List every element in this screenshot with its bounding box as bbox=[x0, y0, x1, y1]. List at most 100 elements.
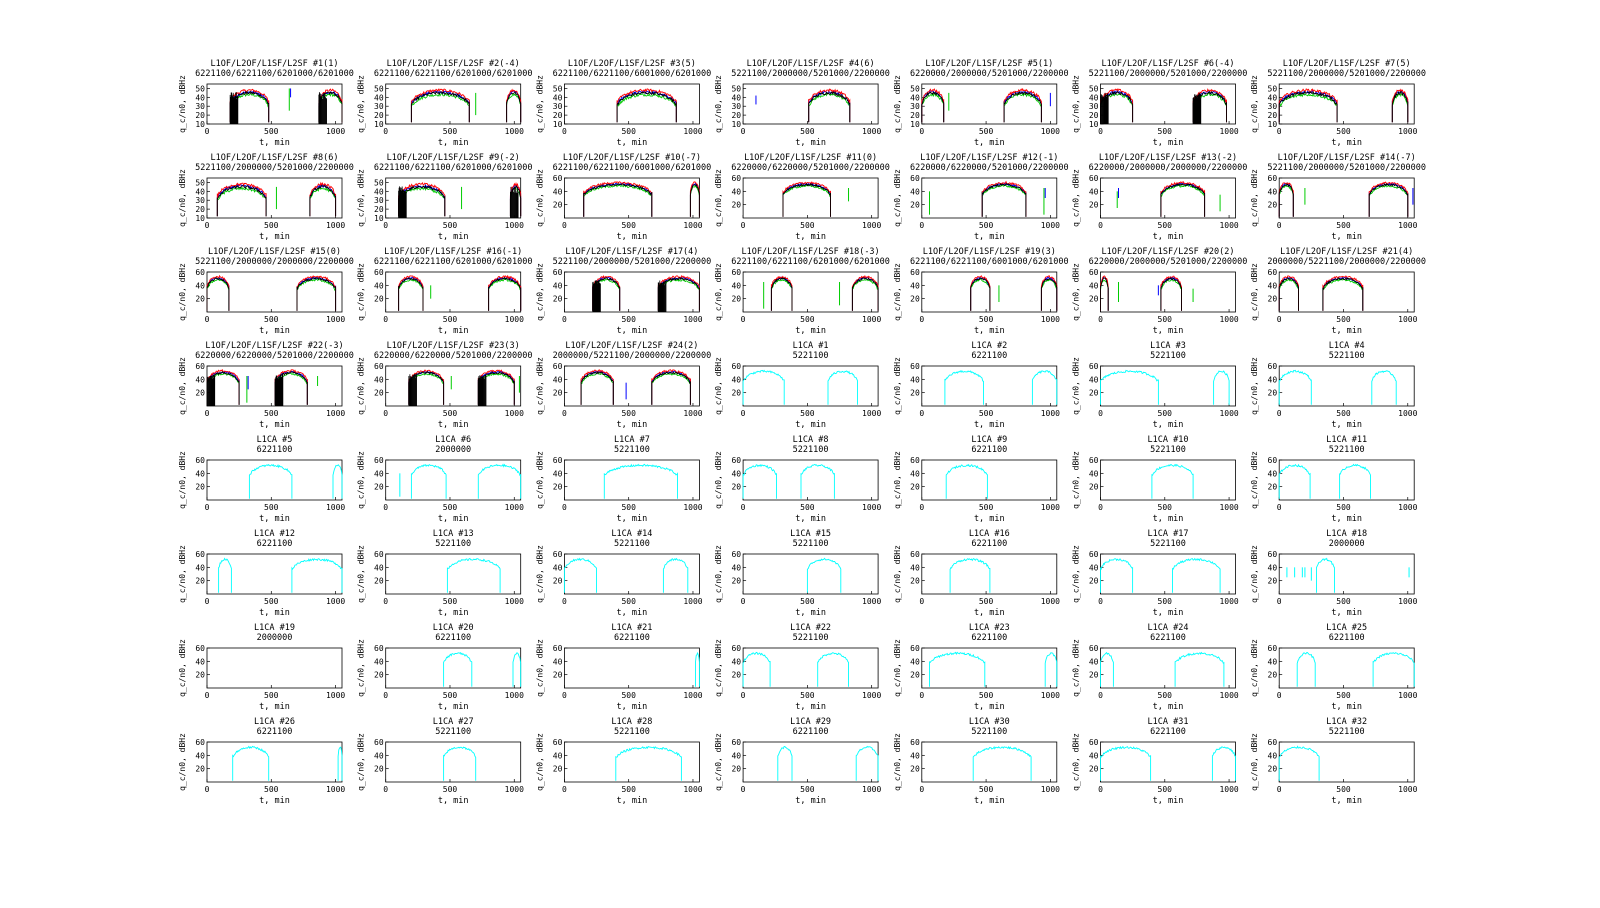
x-tick-label: 0 bbox=[1277, 315, 1282, 324]
x-axis-label: t, min bbox=[1153, 796, 1184, 806]
y-tick-label: 20 bbox=[910, 389, 920, 398]
panel-title: L1OF/L2OF/L1SF/L2SF #16(-1) bbox=[384, 247, 522, 257]
x-axis-label: t, min bbox=[1331, 326, 1362, 336]
series-line-l1ca bbox=[1278, 463, 1311, 499]
panel-subtitle: 6221100 bbox=[257, 539, 293, 549]
y-tick-label: 50 bbox=[374, 84, 384, 93]
x-tick-label: 1000 bbox=[683, 221, 702, 230]
y-tick-label: 60 bbox=[910, 738, 920, 747]
y-tick-label: 20 bbox=[731, 577, 741, 586]
y-axis-label: q_c/n0, dBHz bbox=[535, 545, 544, 603]
series-line-l2sf bbox=[970, 277, 991, 311]
y-axis-label: q_c/n0, dBHz bbox=[535, 263, 544, 321]
y-tick-label: 60 bbox=[1089, 738, 1099, 747]
x-tick-label: 1000 bbox=[1041, 597, 1060, 606]
series-line-l1ca bbox=[332, 464, 343, 499]
y-tick-label: 20 bbox=[1268, 671, 1278, 680]
x-axis-label: t, min bbox=[617, 514, 648, 524]
x-tick-label: 1000 bbox=[1219, 503, 1238, 512]
x-tick-label: 0 bbox=[1277, 127, 1282, 136]
y-tick-label: 60 bbox=[731, 738, 741, 747]
series-line-l2sf bbox=[296, 277, 337, 311]
x-tick-label: 500 bbox=[264, 785, 279, 794]
x-tick-label: 0 bbox=[205, 409, 210, 418]
panel-subtitle: 5221100/2000000/5201000/2200000 bbox=[1089, 69, 1248, 79]
y-tick-label: 50 bbox=[553, 84, 563, 93]
y-tick-label: 30 bbox=[1268, 102, 1278, 111]
panel-title: L1CA #24 bbox=[1148, 623, 1189, 633]
series-line-l1of bbox=[851, 275, 879, 311]
panel-title: L1OF/L2OF/L1SF/L2SF #2(-4) bbox=[387, 59, 520, 69]
y-tick-label: 60 bbox=[731, 550, 741, 559]
y-tick-label: 60 bbox=[1268, 738, 1278, 747]
y-tick-label: 60 bbox=[553, 174, 563, 183]
series-line-l1sf bbox=[309, 187, 337, 217]
y-tick-label: 60 bbox=[374, 268, 384, 277]
y-axis-label: q_c/n0, dBHz bbox=[893, 263, 902, 321]
x-tick-label: 500 bbox=[1336, 691, 1351, 700]
plot-frame bbox=[742, 553, 879, 595]
series-line-l1of bbox=[398, 275, 424, 311]
x-axis-label: t, min bbox=[1153, 608, 1184, 618]
panel-title: L1CA #18 bbox=[1326, 529, 1367, 539]
x-axis-label: t, min bbox=[1331, 514, 1362, 524]
x-tick-label: 500 bbox=[1158, 315, 1173, 324]
series-line-l1ca bbox=[1100, 651, 1114, 687]
x-axis-label: t, min bbox=[1153, 514, 1184, 524]
x-tick-label: 0 bbox=[1098, 691, 1103, 700]
plot-frame bbox=[742, 647, 879, 689]
y-tick-label: 20 bbox=[1089, 483, 1099, 492]
x-tick-label: 0 bbox=[919, 691, 924, 700]
panel-title: L1OF/L2OF/L1SF/L2SF #8(6) bbox=[211, 153, 339, 163]
panel-subtitle: 6221100/6221100/6201000/6201000 bbox=[195, 69, 354, 79]
y-tick-label: 20 bbox=[553, 577, 563, 586]
plot-frame bbox=[921, 647, 1058, 689]
series-line-l1ca bbox=[1278, 745, 1320, 781]
panel-title: L1CA #13 bbox=[433, 529, 474, 539]
panel-subtitle: 6221100 bbox=[1329, 633, 1365, 643]
plot-frame bbox=[385, 83, 522, 125]
panel-subtitle: 5221100 bbox=[1329, 727, 1365, 737]
x-axis-label: t, min bbox=[617, 232, 648, 242]
y-tick-label: 60 bbox=[374, 644, 384, 653]
chart-panel: L1OF/L2OF/L1SF/L2SF #13(-2)6220000/20000… bbox=[1072, 153, 1248, 242]
series-line-l2sf bbox=[216, 185, 267, 217]
plot-frame bbox=[564, 83, 700, 125]
x-tick-label: 1000 bbox=[505, 315, 524, 324]
x-tick-label: 1000 bbox=[1041, 315, 1060, 324]
y-tick-label: 60 bbox=[195, 456, 205, 465]
panel-title: L1OF/L2OF/L1SF/L2SF #1(1) bbox=[211, 59, 339, 69]
y-tick-label: 40 bbox=[910, 281, 920, 290]
y-tick-label: 20 bbox=[374, 483, 384, 492]
series-line-l1sf bbox=[1160, 278, 1182, 311]
y-tick-label: 20 bbox=[374, 765, 384, 774]
y-tick-label: 40 bbox=[195, 375, 205, 384]
y-axis-label: q_c/n0, dBHz bbox=[1072, 357, 1081, 415]
y-tick-label: 50 bbox=[195, 178, 205, 187]
x-tick-label: 500 bbox=[264, 127, 279, 136]
y-tick-label: 40 bbox=[1089, 375, 1099, 384]
panel-subtitle: 5221100 bbox=[1329, 351, 1365, 361]
x-tick-label: 1000 bbox=[326, 221, 345, 230]
series-line-l2sf bbox=[410, 90, 470, 123]
series-line-l1ca bbox=[1174, 651, 1225, 687]
panel-subtitle: 5221100/2000000/5201000/2200000 bbox=[731, 69, 890, 79]
y-tick-label: 50 bbox=[195, 84, 205, 93]
series-line-l1of bbox=[309, 181, 337, 217]
panel-title: L1CA #28 bbox=[611, 717, 652, 727]
series-line-l1of bbox=[1322, 275, 1364, 311]
x-tick-label: 0 bbox=[383, 785, 388, 794]
series-line-l1sf bbox=[296, 278, 337, 311]
panel-subtitle: 6220000/2000000/2000000/2200000 bbox=[1089, 163, 1248, 173]
y-tick-label: 60 bbox=[1268, 362, 1278, 371]
x-axis-label: t, min bbox=[795, 514, 826, 524]
series-line-l2sf bbox=[851, 277, 879, 311]
x-axis-label: t, min bbox=[795, 326, 826, 336]
series-line-l1ca bbox=[1044, 652, 1058, 687]
plot-frame bbox=[564, 459, 700, 501]
